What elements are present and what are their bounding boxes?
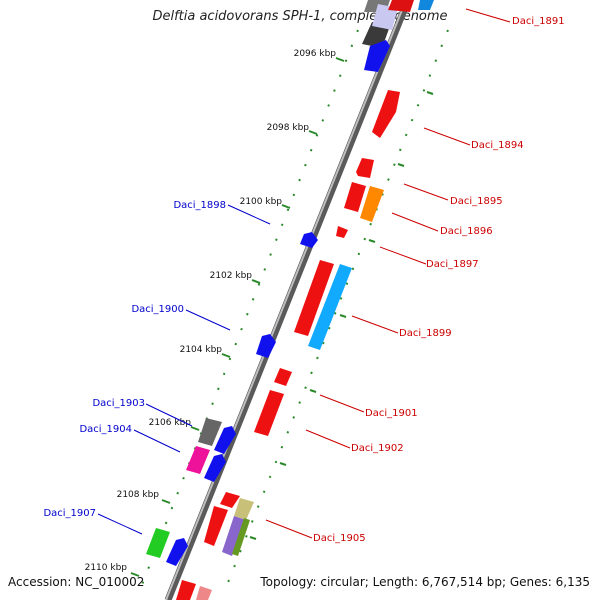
callout-line [351, 315, 399, 334]
gene-block [220, 492, 240, 508]
forward-genes [176, 0, 434, 600]
gene-block [336, 226, 348, 238]
reverse-genes [146, 232, 318, 566]
gene-block [232, 518, 250, 556]
gene-block [146, 528, 170, 558]
callout-line [319, 394, 365, 413]
gene-block [300, 232, 318, 248]
accession-label: Accession: NC_010002 [8, 575, 145, 589]
tick-label: 2106 kbp [149, 418, 192, 428]
tick-mark [308, 130, 318, 135]
forward-callouts [265, 8, 511, 539]
gene-block [186, 446, 210, 474]
callout-line [465, 8, 511, 23]
callout-line [227, 204, 271, 225]
tick-mark [161, 499, 171, 504]
gene-block [214, 426, 236, 454]
gene-block [372, 4, 398, 30]
gene-block [196, 586, 212, 600]
callout-line [185, 309, 231, 331]
gene-block [360, 186, 384, 222]
genome-backbone [164, 0, 412, 600]
gene-block [294, 260, 334, 336]
gene-block [176, 580, 196, 600]
gene-block [254, 390, 284, 436]
callout-line [403, 183, 449, 201]
gene-block [418, 0, 434, 10]
gene-label-daci-1899: Daci_1899 [399, 328, 452, 339]
gene-block [308, 264, 352, 350]
gene-block [388, 0, 414, 12]
gene-label-daci-1901: Daci_1901 [365, 408, 418, 419]
tick-mark [309, 389, 317, 393]
reverse-gene-labels: Daci_1898 Daci_1900 Daci_1903 Daci_1904 … [43, 200, 226, 519]
tick-mark [368, 239, 376, 243]
tick-label: 2110 kbp [85, 563, 128, 573]
gene-block [166, 538, 188, 566]
tick-mark [249, 536, 257, 540]
tick-mark [251, 279, 261, 284]
tick-mark [397, 163, 405, 167]
tick-label: 2104 kbp [180, 345, 223, 355]
tick-label: 2102 kbp [210, 271, 253, 281]
gene-block [204, 454, 226, 482]
callout-line [305, 429, 351, 449]
forward-track-guide [224, 29, 449, 591]
tick-labels: 2096 kbp 2098 kbp 2100 kbp 2102 kbp 2104… [85, 49, 337, 573]
gene-block [222, 516, 246, 556]
genome-backbone-highlight [165, 0, 407, 600]
gene-label-daci-1905: Daci_1905 [313, 533, 366, 544]
tick-mark [339, 314, 347, 318]
gene-label-daci-1902: Daci_1902 [351, 443, 404, 454]
gene-block [344, 182, 366, 212]
gene-label-daci-1900: Daci_1900 [131, 304, 184, 315]
gene-block [274, 368, 292, 386]
gene-label-daci-1896: Daci_1896 [440, 226, 493, 237]
tick-mark [190, 426, 200, 431]
gene-label-daci-1898: Daci_1898 [173, 200, 226, 211]
callout-line [133, 429, 181, 453]
callout-line [423, 127, 471, 146]
gene-block [204, 506, 228, 546]
tick-mark [221, 353, 231, 358]
callout-line [97, 513, 143, 535]
forward-gene-labels: Daci_1891 Daci_1894 Daci_1895 Daci_1896 … [313, 16, 565, 544]
major-ticks [130, 57, 434, 577]
gene-block [372, 90, 400, 138]
gene-block [364, 40, 390, 72]
tick-mark [426, 91, 434, 95]
tick-label: 2098 kbp [267, 123, 310, 133]
gene-label-daci-1897: Daci_1897 [426, 259, 479, 270]
callout-line [265, 519, 313, 539]
gene-label-daci-1894: Daci_1894 [471, 140, 524, 151]
callout-line [391, 212, 439, 232]
tick-label: 2096 kbp [294, 49, 337, 59]
tick-label: 2108 kbp [117, 490, 160, 500]
gene-label-daci-1903: Daci_1903 [92, 398, 145, 409]
gene-label-daci-1904: Daci_1904 [79, 424, 132, 435]
gene-block [198, 418, 222, 446]
callout-line [145, 403, 193, 427]
tick-mark [335, 57, 345, 62]
tick-mark [279, 462, 287, 466]
tick-mark [281, 204, 291, 209]
gene-label-daci-1895: Daci_1895 [450, 196, 503, 207]
reverse-callouts [97, 204, 271, 535]
callout-line [379, 246, 427, 265]
tick-label: 2100 kbp [240, 197, 283, 207]
tick-mark [130, 572, 140, 577]
gene-label-daci-1907: Daci_1907 [43, 508, 96, 519]
gene-label-daci-1891: Daci_1891 [512, 16, 565, 27]
gene-block [256, 334, 276, 358]
topology-label: Topology: circular; Length: 6,767,514 bp… [260, 575, 590, 589]
gene-block [234, 498, 254, 520]
gene-block [356, 158, 374, 178]
